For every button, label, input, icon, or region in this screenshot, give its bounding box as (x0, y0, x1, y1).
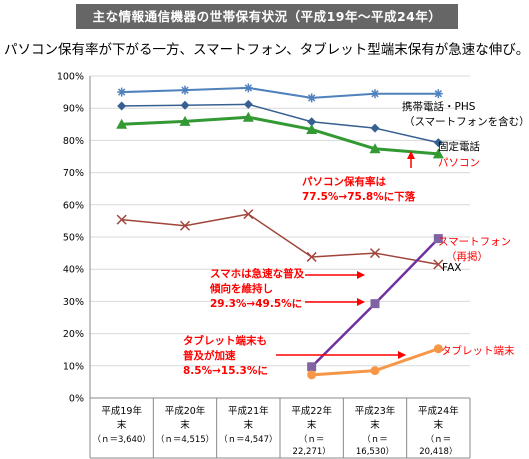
x-category-sample-size: （ｎ＝ (299, 434, 325, 445)
x-category-label: 平成22年 (291, 405, 332, 417)
x-category-suffix: 末 (370, 419, 380, 431)
label-smartphone-sub: （再掲） (446, 251, 488, 263)
data-point (243, 99, 253, 109)
data-point (369, 143, 381, 154)
data-point (116, 118, 128, 129)
data-point (370, 299, 380, 309)
x-category-sample-size: （ｎ＝ (426, 434, 452, 445)
series-line (121, 115, 439, 156)
label-smartphone: スマートフォン (438, 236, 511, 248)
series-line (121, 86, 439, 99)
x-category-sample-size: 20,418） (419, 446, 457, 457)
label-fixed-phone: 固定電話 (438, 140, 480, 153)
annotation-pc: パソコン保有率は (302, 175, 386, 188)
data-point (433, 138, 443, 148)
y-tick-label: 70% (63, 168, 84, 179)
y-tick-label: 50% (63, 233, 84, 244)
annotation-smartphone: 29.3%→49.5%に (210, 298, 302, 310)
y-tick-label: 0% (69, 394, 84, 405)
x-category-suffix: 末 (117, 419, 127, 431)
data-point (179, 220, 191, 231)
x-category-sample-size: 22,271） (293, 446, 331, 457)
annotation-tablet: 8.5%→15.3%に (183, 365, 268, 377)
x-category-sample-size: （ｎ＝ (362, 434, 388, 445)
label-mobile: 携帯電話・PHS (402, 100, 476, 113)
y-tick-label: 90% (63, 104, 84, 115)
data-point (179, 115, 191, 126)
series-lines (121, 86, 440, 377)
x-category-label: 平成20年 (165, 405, 206, 417)
data-point (117, 101, 127, 111)
x-category-suffix: 末 (434, 419, 444, 431)
y-axis-ticks: 0% 10% 20% 30% 40% 50% 60% 70% 80% 90% 100% (57, 72, 84, 405)
x-category-suffix: 末 (244, 419, 254, 431)
label-mobile-sub: （スマートフォンを含む） (404, 115, 529, 128)
x-category-suffix: 末 (307, 419, 317, 431)
grid (90, 75, 470, 399)
y-tick-label: 20% (63, 329, 84, 340)
data-point (433, 259, 444, 270)
data-point (180, 100, 190, 110)
x-category-label: 平成23年 (355, 405, 396, 417)
label-pc: パソコン (438, 157, 480, 169)
annotation-tablet: 普及が加速 (183, 349, 236, 362)
x-category-label: 平成19年 (101, 405, 142, 417)
chart-banner-title: 主な情報通信機器の世帯保有状況（平成19年～平成24年） (76, 4, 458, 29)
annotation-smartphone: スマホは急速な普及 (210, 267, 305, 280)
label-fax: FAX (442, 262, 461, 274)
data-point (307, 362, 317, 372)
data-point (307, 370, 317, 380)
annotation-tablet: タブレット端末も (183, 334, 267, 347)
annotation-pc: 77.5%→75.8%に下落 (302, 190, 416, 203)
x-category-sample-size: 16,530） (356, 446, 394, 457)
y-tick-label: 60% (63, 200, 84, 211)
y-tick-label: 30% (63, 297, 84, 308)
series-markers (116, 83, 444, 380)
series-line (121, 103, 439, 144)
data-point (307, 117, 317, 127)
data-point (243, 209, 254, 220)
annotation-arrows (276, 151, 415, 359)
x-category-label: 平成24年 (418, 405, 459, 417)
axes (89, 76, 471, 459)
data-point (370, 123, 380, 133)
data-point (116, 214, 127, 225)
label-tablet: タブレット端末 (441, 344, 515, 357)
data-point (306, 123, 318, 134)
data-point (433, 344, 443, 354)
x-category-sample-size: （ｎ＝4,515） (156, 434, 214, 445)
data-point (433, 234, 443, 244)
y-tick-label: 10% (63, 361, 84, 372)
annotation-smartphone: 傾向を維持し (209, 282, 273, 295)
data-point (369, 248, 381, 259)
chart-subtitle: パソコン保有率が下がる一方、スマートフォン、タブレット型端末保有が急速な伸び。 (4, 42, 528, 58)
data-point (306, 251, 317, 262)
data-point (242, 111, 254, 122)
x-category-suffix: 末 (180, 419, 190, 431)
x-category-label: 平成21年 (228, 405, 269, 417)
x-category-sample-size: （ｎ＝3,640） (92, 434, 150, 445)
data-point (432, 148, 444, 159)
data-point (370, 366, 380, 376)
series-line (121, 213, 439, 266)
y-tick-label: 80% (63, 136, 84, 147)
x-category-sample-size: （ｎ＝4,547） (219, 434, 277, 445)
y-tick-label: 100% (57, 72, 84, 83)
y-tick-label: 40% (63, 265, 84, 276)
